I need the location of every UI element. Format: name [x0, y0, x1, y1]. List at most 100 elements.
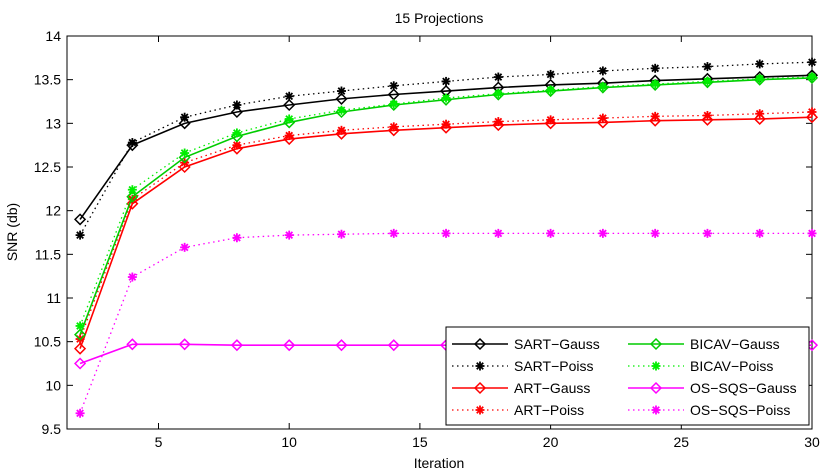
asterisk-stroke	[494, 89, 503, 98]
asterisk-stroke	[389, 81, 398, 90]
data-point-sart-poiss	[807, 57, 817, 67]
legend-label: BICAV−Gauss	[690, 336, 780, 352]
data-point-os-sqs-gauss	[126, 338, 139, 351]
data-point-art-gauss	[387, 124, 400, 137]
data-point-sart-poiss	[650, 63, 660, 73]
asterisk-stroke	[389, 122, 398, 131]
asterisk-stroke	[703, 229, 712, 238]
asterisk-stroke	[233, 129, 241, 137]
asterisk-stroke	[337, 126, 346, 135]
legend-marker	[651, 405, 661, 415]
data-point-os-sqs-poiss	[755, 228, 765, 238]
data-point-sart-gauss	[283, 98, 296, 112]
chart-title: 15 Projections	[395, 10, 484, 26]
data-point-sart-gauss	[178, 117, 191, 130]
data-point-art-gauss	[492, 119, 505, 132]
data-point-bicav-gauss	[74, 328, 87, 341]
asterisk-stroke	[703, 111, 712, 120]
data-point-art-gauss	[439, 121, 453, 134]
asterisk-stroke	[442, 77, 450, 86]
asterisk-stroke	[808, 108, 816, 116]
x-tick-label: 15	[412, 434, 428, 450]
asterisk-stroke	[285, 115, 294, 123]
data-point-bicav-poiss	[546, 85, 556, 95]
data-point-bicav-poiss	[598, 82, 608, 92]
asterisk-stroke	[337, 106, 346, 115]
data-point-sart-poiss	[389, 81, 399, 91]
data-point-sart-poiss	[232, 100, 242, 110]
asterisk-stroke	[442, 120, 450, 129]
x-tick-label: 5	[155, 434, 163, 450]
data-point-os-sqs-gauss	[74, 357, 87, 370]
series-layer	[74, 57, 819, 418]
asterisk-stroke	[76, 231, 84, 239]
asterisk-stroke	[599, 82, 607, 91]
data-point-os-sqs-poiss	[284, 230, 294, 240]
data-point-art-poiss	[598, 113, 608, 123]
data-point-bicav-poiss	[650, 79, 660, 89]
legend: SART−Gauss SART−Poiss ART−Gauss ART−Poiss BI…	[445, 326, 810, 426]
asterisk-stroke	[233, 101, 241, 109]
data-point-os-sqs-gauss	[283, 339, 296, 352]
data-point-art-poiss	[755, 109, 765, 119]
asterisk-stroke	[755, 109, 764, 118]
series-line-sart-gauss	[79, 74, 813, 220]
data-point-sart-gauss	[126, 139, 139, 152]
asterisk-stroke	[651, 64, 660, 73]
x-tick-label: 25	[674, 434, 690, 450]
data-point-os-sqs-poiss	[336, 229, 346, 239]
asterisk-stroke	[128, 138, 137, 147]
legend-label: ART−Poiss	[514, 402, 584, 418]
data-point-bicav-poiss	[441, 93, 451, 103]
asterisk-stroke	[651, 80, 660, 88]
legend-marker	[475, 361, 485, 371]
legend-label: SART−Poiss	[514, 358, 594, 374]
asterisk-stroke	[180, 243, 189, 252]
data-point-sart-poiss	[755, 59, 765, 69]
asterisk-stroke	[285, 231, 294, 239]
x-axis-label: Iteration	[414, 455, 465, 471]
data-point-art-gauss	[74, 342, 87, 355]
data-point-bicav-poiss	[284, 114, 294, 124]
x-axis: 5 10 15 20 25 30	[155, 36, 820, 450]
legend-label: OS−SQS−Poiss	[690, 402, 790, 418]
x-tick-label: 30	[804, 434, 820, 450]
data-point-os-sqs-poiss	[232, 233, 242, 243]
data-point-sart-poiss	[441, 76, 451, 86]
data-point-art-gauss	[335, 127, 348, 140]
asterisk-stroke	[808, 229, 816, 238]
data-point-sart-gauss	[230, 105, 243, 119]
asterisk-stroke	[599, 229, 607, 238]
data-point-art-poiss	[441, 119, 451, 129]
asterisk-stroke	[494, 117, 503, 126]
legend-marker	[473, 337, 487, 351]
data-point-os-sqs-poiss	[807, 228, 817, 238]
legend-marker	[475, 405, 485, 415]
asterisk-stroke	[546, 115, 555, 124]
asterisk-stroke	[755, 74, 764, 83]
data-point-art-poiss	[493, 117, 503, 127]
data-point-sart-poiss	[127, 138, 137, 148]
asterisk-stroke	[285, 131, 294, 140]
data-point-art-poiss	[546, 115, 556, 125]
data-point-os-sqs-gauss	[387, 339, 400, 352]
data-point-os-sqs-poiss	[441, 228, 451, 238]
data-point-bicav-poiss	[75, 321, 85, 331]
asterisk-stroke	[755, 60, 764, 68]
legend-marker	[473, 381, 487, 395]
data-point-os-sqs-poiss	[493, 228, 503, 238]
y-tick-label: 11	[46, 290, 61, 306]
asterisk-stroke	[494, 73, 503, 81]
asterisk-stroke	[652, 406, 660, 414]
asterisk-stroke	[128, 273, 137, 281]
data-point-sart-poiss	[336, 86, 346, 96]
asterisk-stroke	[546, 86, 555, 95]
data-point-art-gauss	[283, 132, 296, 146]
asterisk-stroke	[389, 229, 398, 238]
asterisk-stroke	[128, 185, 137, 194]
data-point-bicav-poiss	[755, 74, 765, 84]
asterisk-stroke	[703, 77, 712, 86]
legend-label: BICAV−Poiss	[690, 358, 773, 374]
y-tick-label: 11.5	[35, 246, 61, 262]
data-point-os-sqs-poiss	[546, 228, 556, 238]
